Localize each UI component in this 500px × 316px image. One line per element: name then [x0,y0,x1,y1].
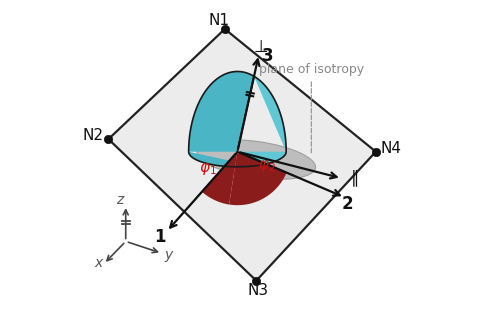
Text: N1: N1 [208,13,229,28]
Polygon shape [238,76,286,166]
Polygon shape [188,71,254,167]
Text: N3: N3 [248,283,268,298]
Text: $\varphi_2$: $\varphi_2$ [258,158,276,174]
Text: plane of isotropy: plane of isotropy [259,64,364,155]
Text: N4: N4 [380,141,402,156]
Text: 3: 3 [262,47,274,65]
Polygon shape [108,29,376,281]
Text: 2: 2 [342,195,353,213]
Polygon shape [229,152,286,205]
Polygon shape [202,152,237,204]
Text: 1: 1 [154,228,166,246]
Text: ⊥: ⊥ [253,38,268,56]
Ellipse shape [197,140,316,179]
Text: x: x [94,256,102,270]
Text: ∥: ∥ [350,168,359,186]
Text: $\varphi_1$: $\varphi_1$ [198,161,216,177]
Text: N2: N2 [83,129,104,143]
Text: z: z [116,193,123,207]
Text: y: y [164,248,172,262]
